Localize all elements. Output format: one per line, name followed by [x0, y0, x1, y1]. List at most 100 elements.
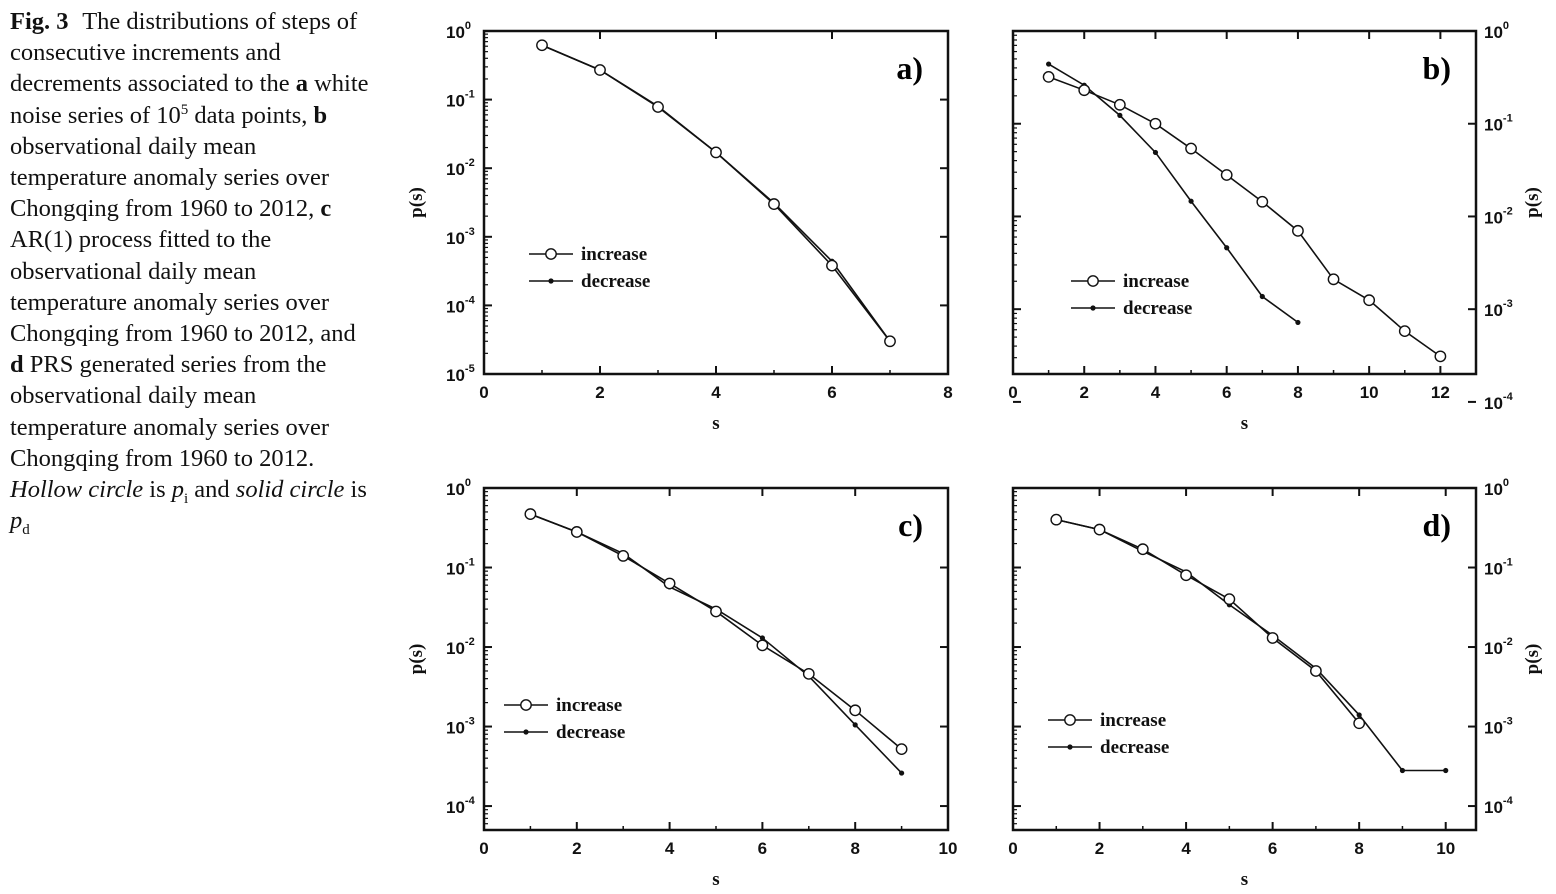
- point-increase: [1185, 142, 1197, 155]
- point-increase: [1292, 224, 1304, 237]
- x-tick-label: 6: [1222, 383, 1231, 402]
- caption-bold-a: a: [295, 70, 308, 98]
- legend: increase decrease: [1048, 710, 1169, 758]
- x-tick-label: 8: [850, 839, 859, 858]
- plot-frame: [482, 29, 950, 376]
- y-tick-label: 10-2: [1484, 205, 1513, 227]
- point-decrease: [1152, 149, 1159, 156]
- panel-label: d): [1423, 507, 1451, 543]
- y-tick-label: 100: [446, 20, 471, 42]
- panel-a: 0 2 4 6 8 100 10-1 10-2 10-3 10-4 10-5 s p(s) a) incre…: [406, 20, 953, 434]
- legend-marker-solid: [548, 278, 554, 284]
- legend: increase decrease: [1071, 271, 1192, 319]
- y-tick-label: 100: [1484, 20, 1509, 42]
- y-tick-label: 10-1: [446, 557, 475, 579]
- x-tick-label: 10: [1436, 839, 1455, 858]
- point-decrease: [1259, 293, 1265, 300]
- legend-label: decrease: [1123, 298, 1192, 319]
- point-increase: [1149, 117, 1162, 130]
- x-tick-label: 4: [665, 839, 675, 858]
- point-increase: [710, 146, 722, 159]
- legend: increase decrease: [504, 695, 625, 743]
- y-tick-label: 10-4: [446, 795, 476, 817]
- figure-caption: Fig. 3 The distributions of steps of con…: [10, 6, 370, 538]
- legend-label: decrease: [556, 722, 625, 743]
- y-tick-label: 10-3: [1484, 716, 1513, 738]
- series-line-increase: [1056, 518, 1360, 724]
- point-decrease: [1117, 112, 1123, 118]
- point-decrease: [852, 722, 858, 728]
- legend-marker-hollow: [545, 248, 557, 260]
- x-tick-label: 12: [1431, 383, 1450, 402]
- point-decrease: [1188, 198, 1194, 204]
- series-line-decrease: [1048, 63, 1299, 324]
- caption-italic-solid: solid circle: [235, 476, 345, 504]
- point-increase: [663, 577, 676, 590]
- point-increase: [570, 526, 583, 538]
- legend-label: decrease: [581, 271, 650, 292]
- caption-superscript: 5: [180, 101, 189, 118]
- y-tick-label: 10-3: [446, 716, 475, 738]
- legend-label: decrease: [1100, 737, 1169, 758]
- legend-label: increase: [1123, 271, 1189, 292]
- y-axis-title: p(s): [406, 187, 427, 218]
- plot-frame: [1011, 486, 1478, 832]
- legend-marker-solid: [1067, 744, 1073, 750]
- legend-label: increase: [581, 244, 647, 265]
- x-tick-label: 0: [1008, 839, 1017, 858]
- point-increase: [536, 39, 548, 52]
- x-tick-label: 6: [1268, 839, 1277, 858]
- point-increase: [884, 335, 896, 348]
- plot-frame: [482, 486, 950, 832]
- legend-marker-solid: [1090, 305, 1096, 311]
- point-increase: [710, 605, 722, 618]
- point-increase: [524, 508, 537, 520]
- legend-marker-hollow: [1064, 714, 1076, 726]
- legend-marker-solid: [523, 729, 529, 735]
- point-increase: [1309, 665, 1322, 677]
- x-tick-label: 0: [479, 383, 488, 402]
- point-increase: [1113, 98, 1126, 111]
- caption-text-2: white noise series of 10: [10, 70, 369, 129]
- point-increase: [594, 64, 606, 76]
- plot-frame: [1011, 29, 1478, 376]
- point-increase: [1078, 84, 1091, 97]
- y-tick-label: 10-2: [446, 157, 475, 179]
- series-line-increase: [541, 44, 891, 342]
- point-increase: [617, 549, 630, 562]
- point-increase: [1042, 70, 1055, 83]
- y-tick-label: 10-1: [446, 89, 475, 111]
- legend: increase decrease: [529, 244, 650, 292]
- y-tick-label: 10-4: [1484, 391, 1514, 413]
- panel-label: c): [898, 507, 923, 543]
- point-increase: [802, 667, 815, 680]
- y-tick-label: 10-2: [446, 636, 475, 658]
- y-axis-title: p(s): [406, 644, 427, 675]
- series-line-increase: [1048, 76, 1441, 358]
- point-increase: [1220, 169, 1233, 181]
- x-tick-label: 4: [711, 383, 721, 402]
- caption-symbol-p: p: [171, 476, 184, 504]
- point-decrease: [1443, 767, 1449, 774]
- caption-bold-b: b: [313, 101, 328, 129]
- point-decrease: [1399, 767, 1406, 774]
- x-tick-label: 2: [1079, 383, 1088, 402]
- caption-italic-hollow: Hollow circle: [10, 476, 144, 504]
- point-decrease: [1295, 319, 1301, 326]
- point-increase: [1256, 195, 1269, 208]
- point-increase: [1363, 294, 1376, 307]
- legend-marker-hollow: [1087, 275, 1099, 287]
- x-axis-title: s: [1241, 869, 1248, 890]
- x-tick-label: 8: [1293, 383, 1302, 402]
- point-increase: [1180, 569, 1192, 582]
- panel-label: a): [896, 50, 923, 86]
- x-axis-title: s: [1241, 413, 1248, 434]
- caption-text-9: is: [350, 476, 367, 504]
- point-increase: [652, 101, 664, 113]
- x-tick-label: 0: [479, 839, 488, 858]
- y-tick-label: 10-3: [1484, 298, 1513, 320]
- x-tick-label: 8: [1354, 839, 1363, 858]
- point-increase: [1266, 632, 1279, 644]
- x-tick-label: 10: [1360, 383, 1379, 402]
